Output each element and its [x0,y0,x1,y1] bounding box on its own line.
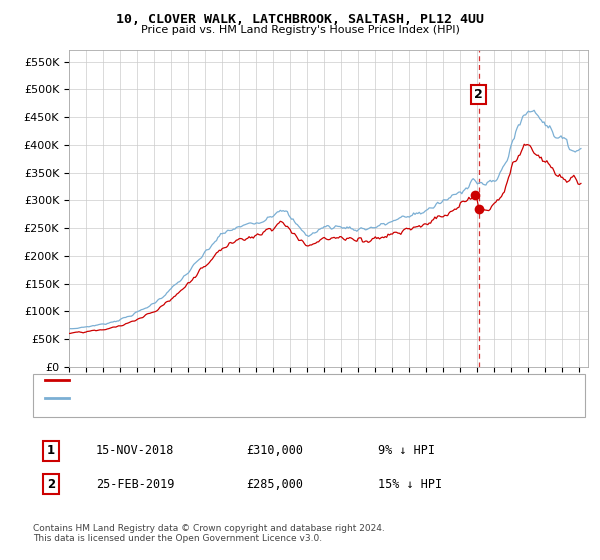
Text: 25-FEB-2019: 25-FEB-2019 [96,478,175,491]
Text: 1: 1 [47,444,55,458]
Text: 15% ↓ HPI: 15% ↓ HPI [378,478,442,491]
Text: 10, CLOVER WALK, LATCHBROOK, SALTASH, PL12 4UU: 10, CLOVER WALK, LATCHBROOK, SALTASH, PL… [116,13,484,26]
Text: Price paid vs. HM Land Registry's House Price Index (HPI): Price paid vs. HM Land Registry's House … [140,25,460,35]
Text: 9% ↓ HPI: 9% ↓ HPI [378,444,435,458]
Text: 15-NOV-2018: 15-NOV-2018 [96,444,175,458]
Text: £310,000: £310,000 [246,444,303,458]
Text: 10, CLOVER WALK, LATCHBROOK, SALTASH, PL12 4UU (detached house): 10, CLOVER WALK, LATCHBROOK, SALTASH, PL… [75,375,450,385]
Text: HPI: Average price, detached house, Cornwall: HPI: Average price, detached house, Corn… [75,394,313,403]
Text: 2: 2 [47,478,55,491]
Text: £285,000: £285,000 [246,478,303,491]
Text: 2: 2 [474,88,483,101]
Text: Contains HM Land Registry data © Crown copyright and database right 2024.
This d: Contains HM Land Registry data © Crown c… [33,524,385,543]
